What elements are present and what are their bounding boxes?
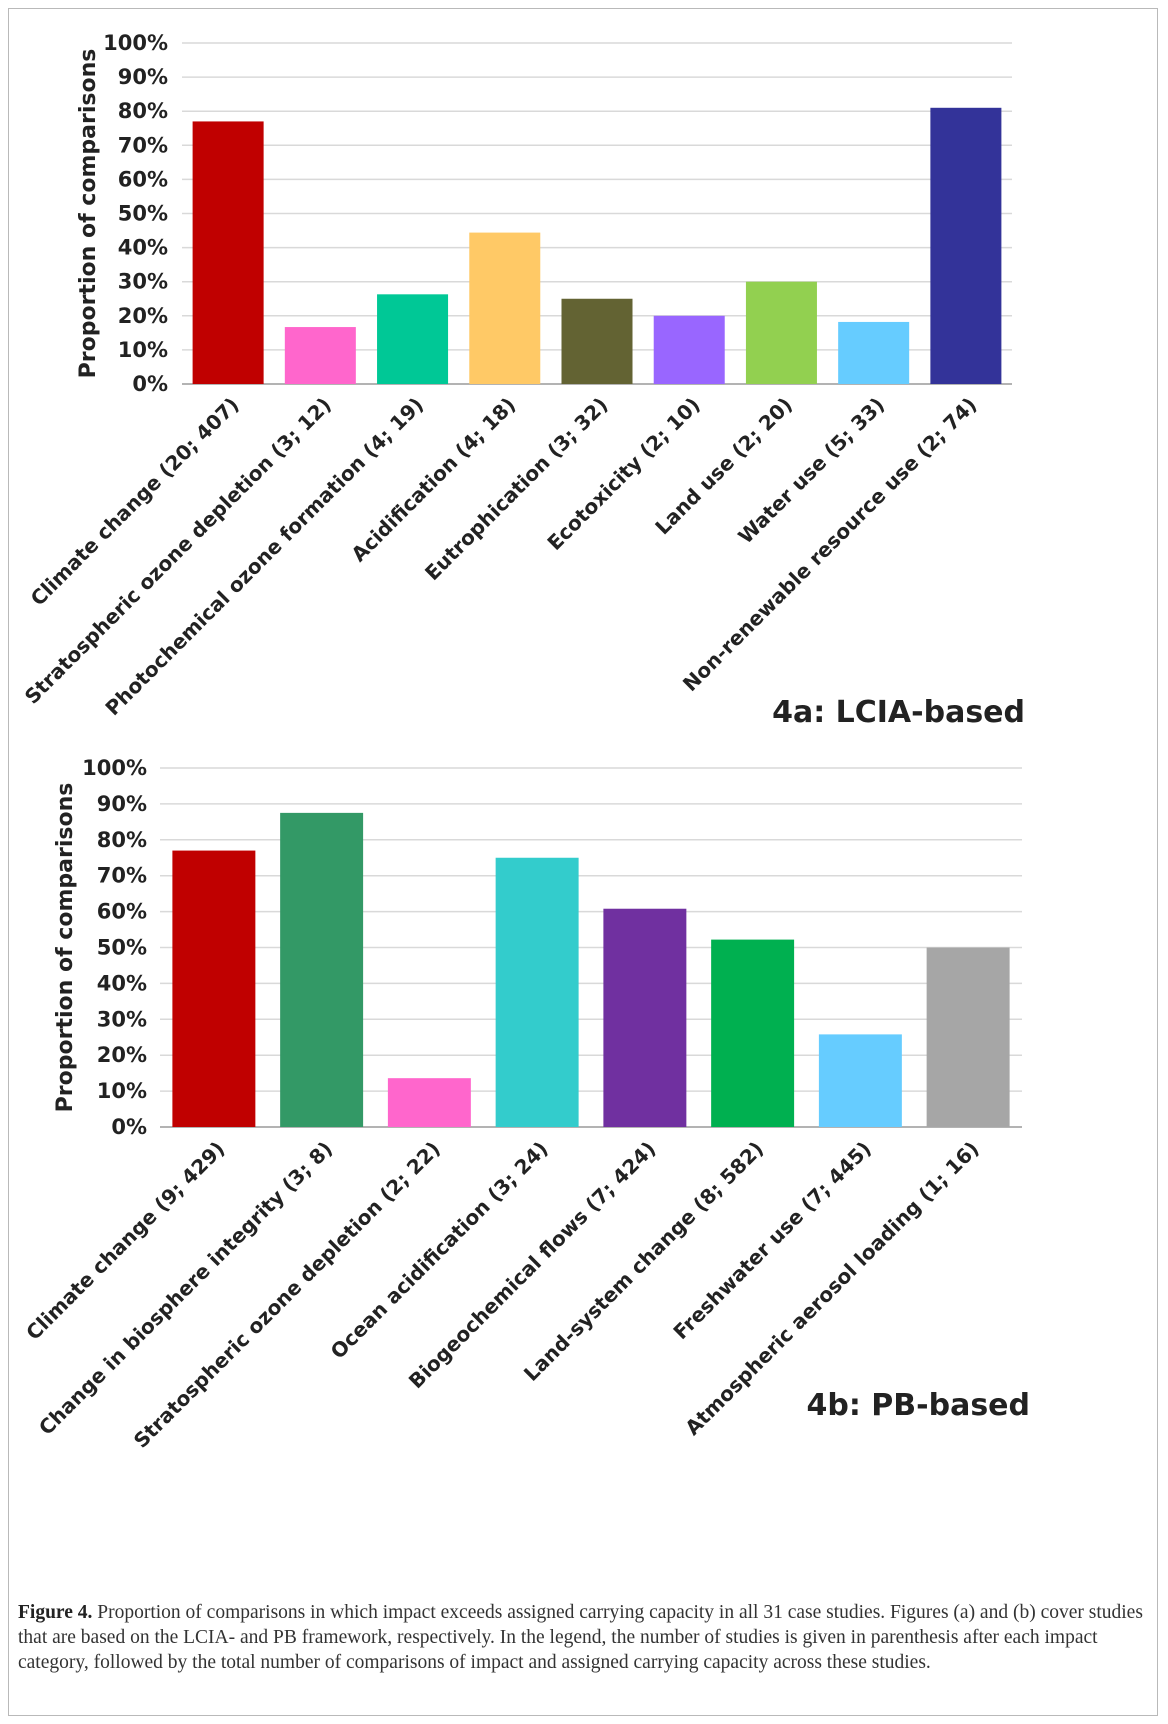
y-axis-label: Proportion of comparisons bbox=[53, 783, 78, 1113]
bar bbox=[603, 908, 687, 1127]
bar bbox=[192, 121, 264, 385]
x-category-label: Land-system change (8; 582) bbox=[519, 1137, 768, 1386]
y-tick-label: 60% bbox=[118, 167, 168, 191]
y-axis-label: Proportion of comparisons bbox=[76, 49, 101, 379]
bar bbox=[711, 939, 795, 1127]
bar bbox=[561, 298, 633, 384]
caption-text: Proportion of comparisons in which impac… bbox=[18, 1602, 1143, 1673]
y-tick-label: 50% bbox=[118, 202, 168, 226]
bar bbox=[653, 315, 725, 384]
bar bbox=[387, 1078, 471, 1127]
y-tick-label: 0% bbox=[132, 372, 168, 396]
y-tick-label: 100% bbox=[82, 756, 147, 780]
x-category-label: Acidification (4; 18) bbox=[346, 393, 520, 567]
bar bbox=[284, 327, 356, 384]
x-category-label: Freshwater use (7; 445) bbox=[668, 1137, 876, 1345]
y-tick-label: 10% bbox=[97, 1079, 147, 1103]
x-category-label: Ocean acidification (3; 24) bbox=[326, 1137, 553, 1364]
y-tick-label: 30% bbox=[97, 1007, 147, 1031]
bar bbox=[838, 321, 910, 384]
figure-caption: Figure 4. Proportion of comparisons in w… bbox=[18, 1600, 1154, 1675]
y-tick-label: 30% bbox=[118, 270, 168, 294]
x-category-label: Photochemical ozone formation (4; 19) bbox=[100, 393, 428, 721]
panel-label: 4b: PB-based bbox=[807, 1388, 1031, 1423]
y-tick-label: 0% bbox=[111, 1115, 147, 1139]
bar bbox=[745, 281, 817, 384]
y-tick-label: 90% bbox=[118, 65, 168, 89]
x-category-label: Ecotoxicity (2; 10) bbox=[542, 393, 704, 555]
x-category-label: Stratospheric ozone depletion (3; 12) bbox=[20, 393, 336, 709]
bar bbox=[818, 1034, 902, 1127]
caption-label: Figure 4. bbox=[18, 1602, 93, 1623]
y-tick-label: 20% bbox=[118, 304, 168, 328]
y-tick-label: 10% bbox=[118, 338, 168, 362]
chart-panel-b: 0% 10% 20% 30% 40% 50% 60% 70% 80% 90% 100%Proport… bbox=[21, 756, 1030, 1453]
figure-4-charts: 0%10%20%30%40%50%60%70%80%90%100%Proport… bbox=[20, 31, 1030, 1453]
y-tick-label: 100% bbox=[103, 31, 168, 55]
bar bbox=[495, 857, 579, 1127]
x-category-label: Eutrophication (3; 32) bbox=[420, 393, 612, 585]
y-tick-label: 70% bbox=[118, 133, 168, 157]
y-tick-label: 80% bbox=[97, 828, 147, 852]
chart-panel-a: 0% 10% 20% 30% 40% 50% 60% 70% 80% 90% 100%Proport… bbox=[20, 31, 1025, 730]
y-tick-label: 50% bbox=[97, 936, 147, 960]
bar bbox=[469, 232, 541, 384]
y-tick-label: 40% bbox=[97, 971, 147, 995]
bar bbox=[930, 107, 1002, 384]
y-tick-label: 70% bbox=[97, 864, 147, 888]
bar bbox=[926, 947, 1010, 1127]
x-category-label: Climate change (9; 429) bbox=[21, 1137, 229, 1345]
panel-label: 4a: LCIA-based bbox=[772, 695, 1025, 730]
y-tick-label: 60% bbox=[97, 900, 147, 924]
y-tick-label: 90% bbox=[97, 792, 147, 816]
y-tick-label: 80% bbox=[118, 99, 168, 123]
bar bbox=[172, 850, 256, 1127]
y-tick-label: 20% bbox=[97, 1043, 147, 1067]
bar bbox=[377, 294, 449, 384]
bar bbox=[280, 812, 364, 1127]
y-tick-label: 40% bbox=[118, 236, 168, 260]
